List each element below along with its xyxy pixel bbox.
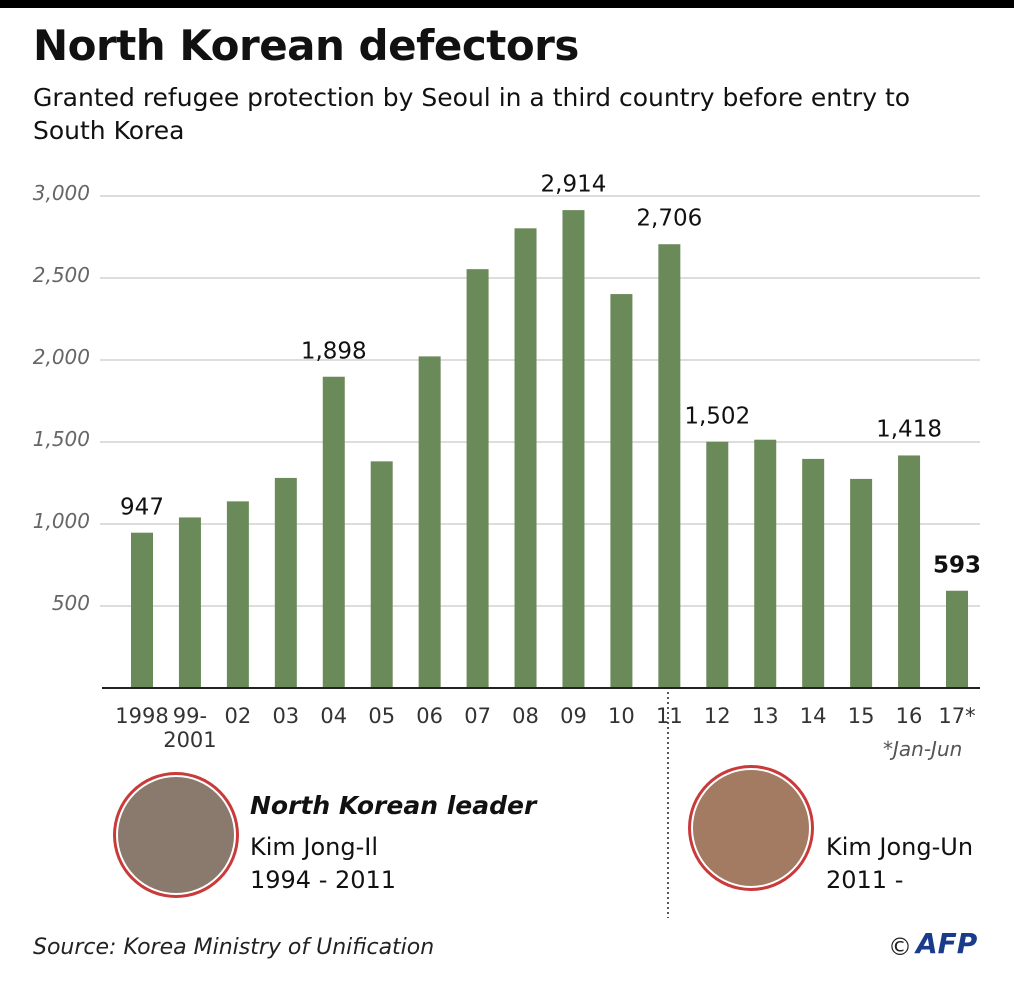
x-tick-label: 13	[751, 704, 779, 728]
bar	[370, 461, 393, 688]
bar	[226, 501, 249, 688]
leader-photo	[116, 775, 236, 895]
leader-name: Kim Jong-Un	[826, 833, 974, 861]
leader-heading: North Korean leader	[250, 791, 537, 820]
bar	[418, 356, 441, 688]
bar	[131, 532, 153, 688]
bar	[274, 477, 297, 688]
bar	[898, 455, 921, 688]
value-label: 2,706	[636, 205, 703, 232]
x-tick-label: 09	[560, 704, 587, 728]
y-tick-label: 2,000	[32, 345, 90, 369]
value-label: 2,914	[540, 171, 607, 198]
value-label: 593	[932, 552, 982, 579]
leader-term: 1994 - 2011	[250, 866, 397, 894]
leader-term: 2011 -	[826, 866, 904, 894]
y-tick-label: 3,000	[32, 181, 90, 205]
leader-photo	[691, 768, 811, 888]
x-tick-label: 04	[320, 704, 348, 728]
bar	[322, 376, 345, 688]
y-tick-label: 500	[51, 591, 90, 615]
x-tick-label: 12	[703, 704, 731, 728]
bar	[946, 590, 968, 688]
bar	[658, 244, 681, 688]
y-tick-label: 2,500	[32, 263, 90, 287]
value-label: 947	[120, 494, 164, 521]
y-tick-label: 1,000	[32, 509, 90, 533]
top-bar	[0, 0, 1014, 8]
value-label: 1,502	[684, 403, 751, 430]
x-tick-label: 14	[799, 704, 827, 728]
x-tick-label: 16	[895, 704, 923, 728]
value-label: 1,418	[876, 417, 942, 443]
bar	[610, 294, 633, 688]
x-tick-label: 03	[272, 704, 300, 728]
bar	[178, 517, 201, 688]
x-tick-label: 08	[512, 704, 539, 728]
x-tick-label: 1998	[115, 704, 169, 728]
leader-name: Kim Jong-Il	[250, 833, 379, 861]
bar	[850, 478, 873, 688]
bar	[706, 441, 729, 688]
x-tick-label: 06	[416, 704, 444, 728]
bar	[802, 458, 825, 688]
footnote: *Jan-Jun	[883, 737, 963, 761]
copyright-sign: ©	[888, 933, 912, 961]
x-tick-label: 10	[608, 704, 635, 728]
x-tick-label: 02	[224, 704, 252, 728]
chart-title: North Korean defectors	[33, 21, 579, 70]
x-tick-label: 07	[464, 704, 491, 728]
chart-subtitle: Granted refugee protection by Seoul in a…	[33, 83, 911, 145]
bar	[466, 269, 489, 688]
x-tick-label: 05	[368, 704, 396, 728]
value-label: 1,898	[300, 338, 367, 365]
x-tick-label: 15	[847, 704, 875, 728]
credit-logo: AFP	[916, 927, 978, 960]
bar	[754, 439, 777, 688]
y-tick-label: 1,500	[32, 427, 90, 451]
x-tick-label: 17*	[938, 704, 976, 728]
x-tick-label: 11	[655, 704, 683, 728]
bar	[514, 228, 537, 689]
source: Source: Korea Ministry of Unification	[33, 935, 435, 960]
x-tick-label: 99- 2001	[163, 704, 217, 753]
bar	[562, 210, 585, 688]
